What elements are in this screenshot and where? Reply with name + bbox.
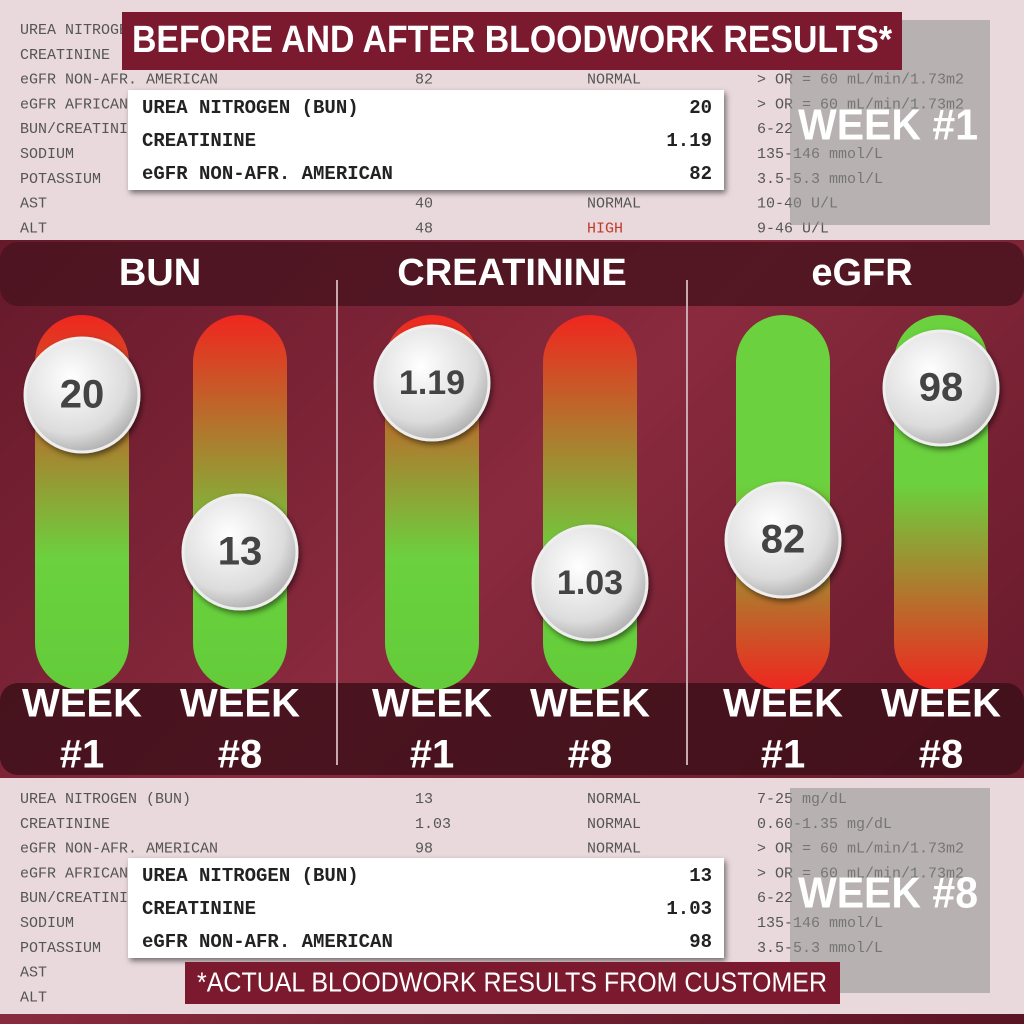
report-test: POTASSIUM	[20, 171, 101, 188]
report-range: 6-22	[757, 890, 793, 907]
report-result: 13	[415, 791, 433, 808]
report-flag: NORMAL	[587, 196, 641, 213]
report-result: 98	[415, 841, 433, 858]
report-test: UREA NITROGEN (BUN)	[20, 791, 191, 808]
footnote: *ACTUAL BLOODWORK RESULTS FROM CUSTOMER	[197, 966, 827, 997]
title: BEFORE AND AFTER BLOODWORK RESULTS*	[132, 19, 892, 61]
panel-heading: eGFR	[811, 252, 912, 294]
heading-band	[0, 242, 1024, 306]
week-label: WEEK	[530, 682, 650, 726]
value-disc	[181, 493, 299, 611]
report-flag: NORMAL	[587, 816, 641, 833]
callout-value: 82	[689, 163, 712, 185]
callout-label: eGFR NON-AFR. AMERICAN	[142, 931, 393, 953]
report-test: eGFR NON-AFR. AMERICAN	[20, 72, 218, 89]
callout-box	[128, 858, 724, 958]
callout-value: 98	[689, 931, 712, 953]
callout-value: 1.19	[666, 130, 712, 152]
week-number: #8	[568, 733, 613, 777]
callout-label: UREA NITROGEN (BUN)	[142, 97, 359, 119]
report-flag: NORMAL	[587, 791, 641, 808]
callout-label: UREA NITROGEN (BUN)	[142, 865, 359, 887]
value: 13	[218, 530, 263, 574]
callout-value: 20	[689, 97, 712, 119]
report-result: 48	[415, 220, 433, 237]
week-number: #8	[218, 733, 263, 777]
report-test: AST	[20, 965, 47, 982]
week-tag: WEEK #8	[798, 869, 978, 918]
week-label: WEEK	[723, 682, 843, 726]
report-test: POTASSIUM	[20, 940, 101, 957]
report-test: eGFR NON-AFR. AMERICAN	[20, 841, 218, 858]
week-label: WEEK	[881, 682, 1001, 726]
report-range: 6-22	[757, 121, 793, 138]
report-test: SODIUM	[20, 915, 74, 932]
report-test: SODIUM	[20, 146, 74, 163]
report-flag: NORMAL	[587, 841, 641, 858]
value: 1.03	[557, 564, 623, 602]
week-label: WEEK	[372, 682, 492, 726]
report-test: ALT	[20, 220, 47, 237]
callout-box	[128, 90, 724, 190]
report-flag: HIGH	[587, 220, 623, 237]
report-test: CREATININE	[20, 816, 110, 833]
report-result: 40	[415, 196, 433, 213]
week-number: #1	[410, 733, 455, 777]
report-test: ALT	[20, 989, 47, 1006]
report-result: 1.03	[415, 816, 451, 833]
title-banner	[122, 12, 902, 70]
callout-value: 1.03	[666, 898, 712, 920]
value: 98	[919, 366, 964, 410]
footnote-banner	[185, 962, 840, 1004]
week-band	[0, 683, 1024, 775]
callout-value: 13	[689, 865, 712, 887]
week-label: WEEK	[180, 682, 300, 726]
callout-label: CREATININE	[142, 130, 256, 152]
value-disc	[882, 329, 1000, 447]
callout-label: CREATININE	[142, 898, 256, 920]
value: 1.19	[399, 364, 465, 402]
report-result: 82	[415, 72, 433, 89]
week-tag-bg	[790, 788, 990, 993]
week-number: #1	[761, 733, 806, 777]
report-test: AST	[20, 196, 47, 213]
week-number: #8	[919, 733, 964, 777]
value-disc	[373, 324, 491, 442]
value-disc	[23, 336, 141, 454]
week-number: #1	[60, 733, 105, 777]
value: 20	[60, 373, 105, 417]
week-tag: WEEK #1	[798, 101, 978, 150]
callout-label: eGFR NON-AFR. AMERICAN	[142, 163, 393, 185]
value: 82	[761, 518, 806, 562]
report-test: CREATININE	[20, 47, 110, 64]
panel-heading: CREATININE	[397, 252, 626, 294]
week-label: WEEK	[22, 682, 142, 726]
report-flag: NORMAL	[587, 72, 641, 89]
panel-heading: BUN	[119, 252, 201, 294]
value-disc	[724, 481, 842, 599]
value-disc	[531, 524, 649, 642]
